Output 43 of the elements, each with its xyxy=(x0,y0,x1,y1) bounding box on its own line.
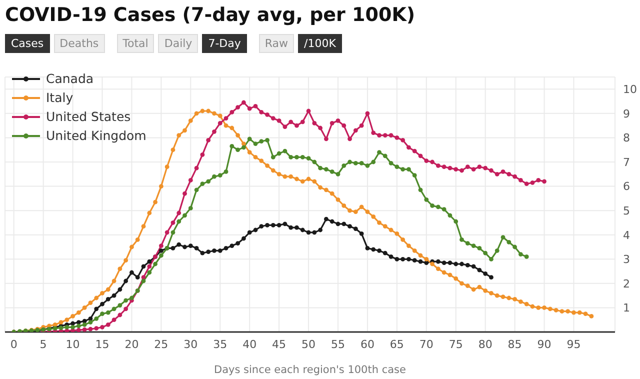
text: Raw xyxy=(258,34,294,53)
y-tick-label: 2 xyxy=(623,277,630,290)
x-tick-label: 70 xyxy=(419,338,434,351)
y-tick-label: 9 xyxy=(623,107,630,120)
y-tick-label: 10 xyxy=(623,83,637,96)
legend-label: United States xyxy=(46,109,131,124)
x-tick-label: 15 xyxy=(95,338,110,351)
text: Daily xyxy=(158,34,198,53)
x-tick-label: 0 xyxy=(10,338,18,351)
legend-label: Canada xyxy=(46,71,94,86)
x-tick-label: 55 xyxy=(330,338,345,351)
x-tick-label: 20 xyxy=(124,338,139,351)
text: Cases xyxy=(5,34,50,53)
x-tick-label: 80 xyxy=(478,338,492,351)
text: /100K xyxy=(298,34,342,53)
x-tick-label: 60 xyxy=(360,338,374,351)
x-tick-label: 50 xyxy=(302,338,316,351)
text: Total xyxy=(116,34,154,53)
y-tick-label: 6 xyxy=(623,180,630,194)
x-tick-label: 35 xyxy=(213,338,228,351)
legend-label: Italy xyxy=(46,90,74,105)
x-tick-label: 5 xyxy=(40,338,47,351)
y-tick-label: 3 xyxy=(623,253,630,266)
x-tick-label: 25 xyxy=(154,338,168,351)
x-axis-title: Days since each region's 100th case xyxy=(214,364,406,376)
y-tick-label: 8 xyxy=(623,132,630,145)
x-tick-label: 10 xyxy=(66,338,80,351)
text: 7-Day xyxy=(202,34,247,53)
legend-label: United Kingdom xyxy=(46,128,146,143)
x-tick-label: 65 xyxy=(390,338,404,351)
x-tick-label: 95 xyxy=(566,338,581,351)
text: Deaths xyxy=(54,34,105,53)
x-tick-label: 75 xyxy=(448,338,463,351)
y-tick-label: 1 xyxy=(623,302,630,315)
y-tick-label: 7 xyxy=(623,156,630,169)
x-tick-label: 30 xyxy=(184,338,198,351)
x-tick-label: 90 xyxy=(537,338,552,351)
y-tick-label: 4 xyxy=(623,228,630,242)
x-tick-label: 40 xyxy=(242,338,257,351)
x-tick-label: 85 xyxy=(508,338,522,351)
x-tick-label: 45 xyxy=(272,338,286,351)
chart-title: COVID-19 Cases (7-day avg, per 100K) xyxy=(5,4,416,26)
y-tick-label: 5 xyxy=(623,204,630,218)
